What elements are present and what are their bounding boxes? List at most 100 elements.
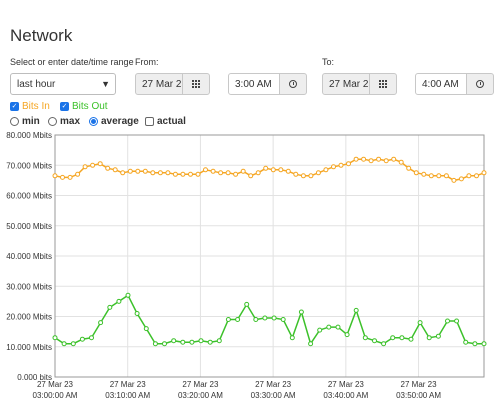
data-point-bits-out <box>463 339 469 345</box>
data-point-bits-in <box>240 168 246 174</box>
calendar-icon <box>191 80 201 88</box>
data-point-bits-out <box>244 301 250 307</box>
page-title: Network <box>10 26 73 45</box>
data-point-bits-out <box>372 338 377 344</box>
x-tick-date: 27 Mar 23 <box>110 380 147 389</box>
data-point-bits-out <box>207 339 213 345</box>
from-label: From: <box>135 57 159 67</box>
data-point-bits-in <box>323 167 329 173</box>
data-point-bits-out <box>70 341 76 347</box>
data-point-bits-out <box>353 307 359 313</box>
mode-min-radio[interactable]: min <box>10 116 40 127</box>
data-point-bits-in <box>398 159 404 165</box>
data-point-bits-out <box>298 309 304 315</box>
data-point-bits-out <box>143 326 149 332</box>
mode-actual-checkbox[interactable]: actual <box>145 116 186 127</box>
data-point-bits-in <box>195 171 201 177</box>
data-point-bits-out <box>362 335 368 341</box>
data-point-bits-in <box>218 170 224 176</box>
data-point-bits-in <box>458 176 464 182</box>
data-point-bits-in <box>285 168 291 174</box>
to-label: To: <box>322 57 335 67</box>
x-tick-time: 03:40:00 AM <box>323 391 368 400</box>
mode-average-label: average <box>101 116 139 127</box>
data-point-bits-out <box>271 315 277 321</box>
data-point-bits-out <box>262 315 268 321</box>
data-point-bits-out <box>235 317 241 322</box>
radio-icon <box>48 117 57 126</box>
data-point-bits-out <box>171 338 177 344</box>
mode-max-radio[interactable]: max <box>48 116 80 127</box>
data-point-bits-out <box>445 318 450 324</box>
data-point-bits-out <box>381 341 387 347</box>
data-point-bits-out <box>308 341 314 347</box>
data-point-bits-out <box>417 320 423 326</box>
y-tick-label: 20.000 Mbits <box>6 313 52 322</box>
data-point-bits-out <box>107 304 113 310</box>
data-point-bits-out <box>52 335 58 341</box>
calendar-icon <box>378 80 388 88</box>
data-point-bits-in <box>391 156 397 162</box>
x-tick-date: 27 Mar 23 <box>328 380 365 389</box>
data-point-bits-in <box>368 158 374 164</box>
data-point-bits-out <box>289 335 295 341</box>
data-point-bits-in <box>300 173 306 179</box>
data-point-bits-out <box>335 324 341 330</box>
data-point-bits-in <box>383 158 389 164</box>
range-select-value: last hour <box>17 79 56 90</box>
series-line-bits-in <box>54 158 485 182</box>
data-point-bits-in <box>428 173 434 179</box>
data-point-bits-out <box>454 318 460 324</box>
data-point-bits-in <box>474 173 479 179</box>
data-point-bits-in <box>263 165 269 171</box>
mode-average-radio[interactable]: average <box>89 116 139 127</box>
data-point-bits-out <box>225 317 231 322</box>
to-calendar-button[interactable] <box>369 73 397 95</box>
x-tick-date: 27 Mar 23 <box>182 380 219 389</box>
from-calendar-button[interactable] <box>182 73 210 95</box>
to-clock-button[interactable] <box>466 73 494 95</box>
data-point-bits-in <box>361 156 367 162</box>
data-point-bits-in <box>142 168 148 174</box>
data-point-bits-in <box>406 165 412 171</box>
data-point-bits-out <box>162 341 167 347</box>
data-point-bits-in <box>172 171 178 177</box>
data-point-bits-in <box>157 170 163 176</box>
data-point-bits-out <box>390 335 396 341</box>
data-point-bits-in <box>150 170 156 176</box>
range-select[interactable]: last hour ▼ <box>10 73 116 95</box>
bits-in-checkbox[interactable]: ✓ Bits In <box>10 101 50 112</box>
y-tick-label: 60.000 Mbits <box>6 192 52 201</box>
data-point-bits-in <box>255 170 261 176</box>
data-point-bits-in <box>248 173 254 179</box>
x-tick-date: 27 Mar 23 <box>255 380 292 389</box>
data-point-bits-in <box>466 173 472 179</box>
data-point-bits-in <box>127 168 133 174</box>
clock-icon <box>289 80 297 88</box>
data-point-bits-in <box>338 162 344 168</box>
data-point-bits-out <box>134 311 140 316</box>
data-point-bits-in <box>180 171 186 177</box>
data-point-bits-out <box>180 339 186 345</box>
data-point-bits-in <box>60 174 65 180</box>
data-point-bits-in <box>346 161 351 167</box>
y-tick-label: 0.000 bits <box>17 373 52 382</box>
data-point-bits-in <box>451 177 457 183</box>
data-point-bits-out <box>116 298 122 304</box>
data-point-bits-in <box>75 171 81 177</box>
data-point-bits-in <box>165 170 171 176</box>
y-tick-label: 70.000 Mbits <box>6 161 52 170</box>
y-tick-label: 80.000 Mbits <box>6 131 52 140</box>
data-point-bits-in <box>331 164 336 170</box>
to-date-input[interactable]: 27 Mar 23 <box>322 73 370 95</box>
x-tick-time: 03:50:00 AM <box>396 391 441 400</box>
to-time-input[interactable]: 4:00 AM <box>415 73 467 95</box>
data-point-bits-in <box>293 171 299 177</box>
data-point-bits-out <box>189 339 195 345</box>
x-tick-date: 27 Mar 23 <box>401 380 438 389</box>
bits-out-checkbox[interactable]: ✓ Bits Out <box>60 101 108 112</box>
from-clock-button[interactable] <box>279 73 307 95</box>
data-point-bits-out <box>79 336 85 342</box>
chevron-down-icon: ▼ <box>101 79 110 89</box>
data-point-bits-out <box>326 324 332 330</box>
